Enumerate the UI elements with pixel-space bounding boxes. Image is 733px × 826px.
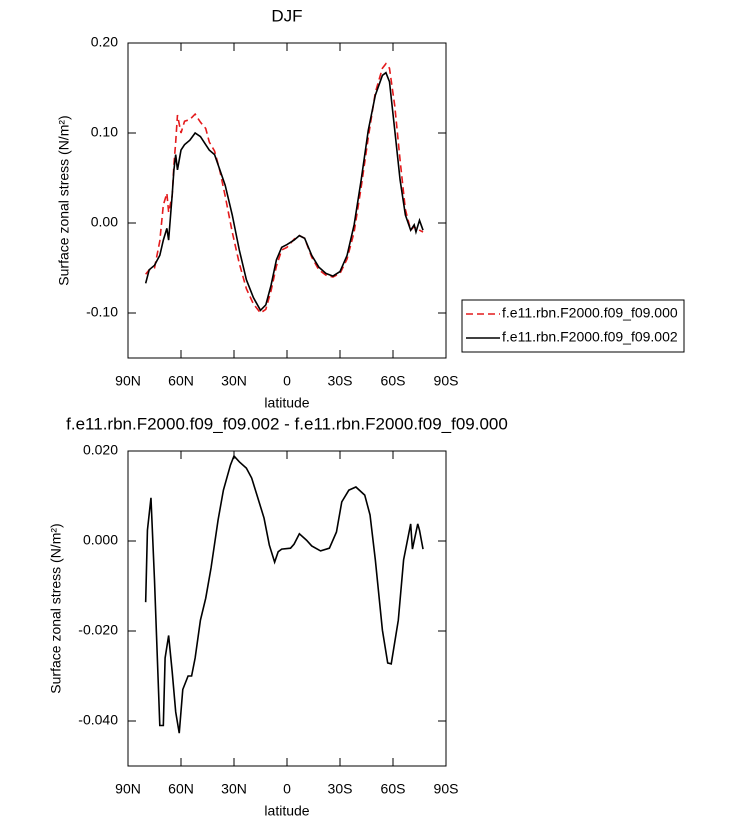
y-tick-label: -0.040 (78, 712, 118, 728)
x-axis-label: latitude (264, 803, 309, 819)
chart-title: f.e11.rbn.F2000.f09_f09.002 - f.e11.rbn.… (66, 414, 508, 433)
y-tick-label: -0.020 (78, 622, 118, 638)
y-tick-label: 0.000 (83, 532, 118, 548)
x-tick-label: 90S (434, 781, 459, 797)
y-tick-label: -0.10 (86, 304, 118, 320)
series-line (144, 71, 424, 312)
x-tick-label: 0 (283, 373, 291, 389)
x-tick-label: 60N (168, 373, 194, 389)
x-tick-label: 30S (328, 373, 353, 389)
x-axis-label: latitude (264, 395, 309, 411)
plot-frame (127, 450, 447, 767)
x-tick-label: 60N (168, 781, 194, 797)
plot-frame (127, 42, 447, 359)
legend-box (461, 299, 685, 353)
x-tick-label: 0 (283, 781, 291, 797)
y-axis-label: Surface zonal stress (N/m²) (56, 115, 72, 285)
x-tick-label: 90N (115, 373, 141, 389)
x-tick-label: 60S (381, 781, 406, 797)
series-line (144, 454, 424, 734)
y-tick-label: 0.10 (91, 124, 118, 140)
x-tick-label: 60S (381, 373, 406, 389)
y-axis-label: Surface zonal stress (N/m²) (48, 523, 64, 693)
x-tick-label: 30N (221, 781, 247, 797)
x-tick-label: 90N (115, 781, 141, 797)
y-tick-label: 0.20 (91, 34, 118, 50)
legend-label: f.e11.rbn.F2000.f09_f09.000 (502, 305, 678, 321)
x-tick-label: 30S (328, 781, 353, 797)
legend-label: f.e11.rbn.F2000.f09_f09.002 (502, 329, 678, 345)
x-tick-label: 30N (221, 373, 247, 389)
y-tick-label: 0.020 (83, 442, 118, 458)
series-line (145, 62, 424, 315)
y-tick-label: 0.00 (91, 214, 118, 230)
x-tick-label: 90S (434, 373, 459, 389)
chart-title: DJF (271, 6, 302, 25)
